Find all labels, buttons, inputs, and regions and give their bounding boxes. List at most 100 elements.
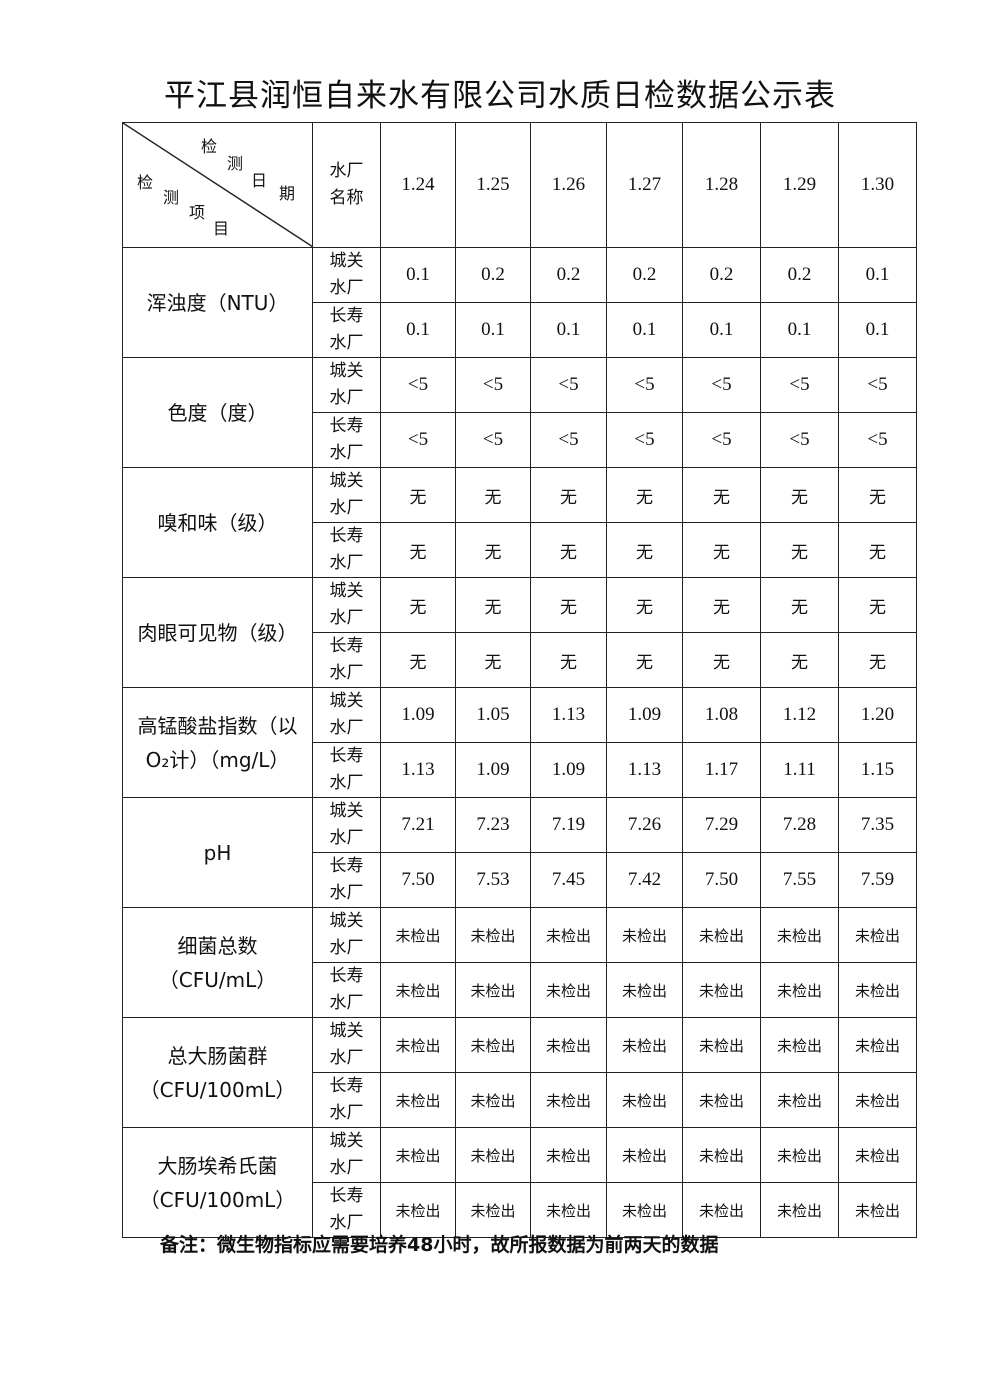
plant-name-cell: 长寿水厂 [312,412,381,468]
value-cell: 未检出 [760,1182,839,1238]
value-cell: 7.19 [530,797,607,853]
date-header-1.26: 1.26 [530,122,607,248]
table-row: 长寿水厂 <5 <5 <5 <5 <5 <5 <5 [123,412,917,468]
corner-label-char: 检 [137,173,154,192]
value-cell: 0.1 [838,302,917,358]
value-cell: 未检出 [838,1072,917,1128]
value-cell: 0.1 [455,302,531,358]
date-header-1.24: 1.24 [380,122,456,248]
test-item-label: 总大肠菌群（CFU/100mL） [122,1017,313,1128]
value-cell: 无 [530,632,607,688]
value-cell: 未检出 [380,1127,456,1183]
value-cell: 未检出 [530,1127,607,1183]
value-cell: 未检出 [682,962,761,1018]
plant-name-cell: 长寿水厂 [312,742,381,798]
value-cell: 未检出 [530,962,607,1018]
value-cell: 7.28 [760,797,839,853]
value-cell: <5 [760,357,839,413]
value-cell: 0.1 [682,302,761,358]
value-cell: 无 [606,577,683,633]
value-cell: 无 [838,632,917,688]
value-cell: 无 [682,467,761,523]
value-cell: 7.26 [606,797,683,853]
plant-name-cell: 长寿水厂 [312,962,381,1018]
table-row: 肉眼可见物（级） 城关水厂无无无无无无无 [122,577,917,688]
value-cell: 0.2 [682,247,761,303]
table-row: 长寿水厂 1.13 1.09 1.09 1.13 1.17 1.11 1.15 [123,742,917,798]
value-cell: 无 [838,577,917,633]
plant-name-cell: 城关水厂 [312,1017,381,1073]
value-cell: 无 [530,577,607,633]
test-item-label: 色度（度） [122,357,313,468]
value-cell: 1.13 [530,687,607,743]
value-cell: 7.53 [455,852,531,908]
test-item-label: 浑浊度（NTU） [122,247,313,358]
value-cell: 无 [530,467,607,523]
value-cell: 无 [682,577,761,633]
value-cell: <5 [838,412,917,468]
value-cell: 无 [455,632,531,688]
value-cell: <5 [760,412,839,468]
value-cell: 未检出 [455,1127,531,1183]
plant-name-cell: 城关水厂 [312,687,381,743]
value-cell: 无 [838,522,917,578]
value-cell: 未检出 [380,1182,456,1238]
value-cell: 1.05 [455,687,531,743]
value-cell: 未检出 [380,907,456,963]
value-cell: 7.42 [606,852,683,908]
value-cell: 未检出 [455,1072,531,1128]
corner-label-char: 测 [163,188,180,207]
value-cell: 无 [760,522,839,578]
table-row: 长寿水厂 未检出 未检出 未检出 未检出 未检出 未检出 未检出 [123,1182,917,1238]
plant-name-cell: 城关水厂 [312,1127,381,1183]
value-cell: 未检出 [530,1017,607,1073]
value-cell: 未检出 [455,1017,531,1073]
value-cell: 无 [455,522,531,578]
value-cell: 未检出 [760,907,839,963]
date-header-1.25: 1.25 [455,122,531,248]
value-cell: 未检出 [682,907,761,963]
value-cell: 无 [380,467,456,523]
test-item-label: 细菌总数（CFU/mL） [122,907,313,1018]
value-cell: 1.15 [838,742,917,798]
value-cell: 未检出 [838,1017,917,1073]
plant-name-header: 水厂名称 [312,122,381,248]
table-row: 色度（度） 城关水厂 <5 <5 <5 <5 <5 <5 <5 [122,357,917,468]
value-cell: <5 [380,357,456,413]
value-cell: 1.09 [380,687,456,743]
diagonal-divider [123,123,313,247]
value-cell: 无 [606,632,683,688]
value-cell: <5 [455,412,531,468]
corner-label-char: 日 [251,171,268,190]
value-cell: 未检出 [606,1017,683,1073]
value-cell: 7.59 [838,852,917,908]
value-cell: <5 [455,357,531,413]
value-cell: <5 [380,412,456,468]
plant-name-cell: 长寿水厂 [312,302,381,358]
value-cell: 未检出 [380,1072,456,1128]
table-row: 长寿水厂 0.1 0.1 0.1 0.1 0.1 0.1 0.1 [123,302,917,358]
table-row: 长寿水厂 7.50 7.53 7.45 7.42 7.50 7.55 7.59 [123,852,917,908]
test-item-label: 肉眼可见物（级） [122,577,313,688]
value-cell: 无 [455,577,531,633]
value-cell: 7.55 [760,852,839,908]
value-cell: 1.20 [838,687,917,743]
test-item-label: 大肠埃希氏菌（CFU/100mL） [122,1127,313,1238]
value-cell: 无 [760,577,839,633]
value-cell: 0.2 [530,247,607,303]
value-cell: 无 [606,522,683,578]
value-cell: 无 [838,467,917,523]
value-cell: 未检出 [530,1182,607,1238]
header-row: 检 测 日 期 检 测 项 目 水厂名称 1.24 1.25 1.26 1.27 1.2… [122,122,917,248]
value-cell: 未检出 [838,1182,917,1238]
test-item-label: pH [122,797,313,908]
value-cell: 7.29 [682,797,761,853]
value-cell: <5 [606,412,683,468]
date-header-1.27: 1.27 [606,122,683,248]
value-cell: 7.45 [530,852,607,908]
value-cell: 1.09 [530,742,607,798]
value-cell: 未检出 [682,1127,761,1183]
value-cell: 未检出 [530,907,607,963]
table-row: 嗅和味（级） 城关水厂无无无无无无无 [122,467,917,578]
value-cell: <5 [606,357,683,413]
